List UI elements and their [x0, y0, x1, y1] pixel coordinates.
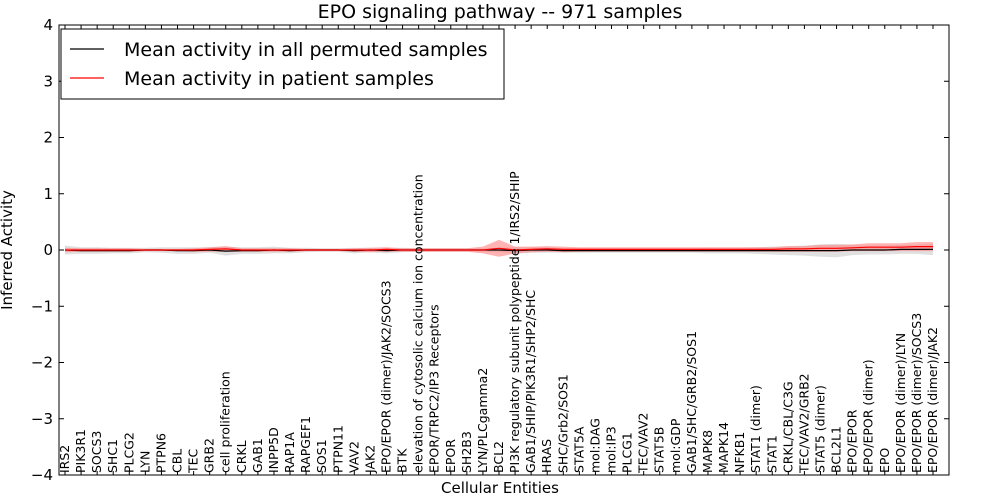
legend-label-permuted: Mean activity in all permuted samples [124, 39, 487, 61]
x-tick-label: EPOR [443, 439, 458, 473]
x-tick-label: GRB2 [202, 438, 217, 473]
legend-label-patient: Mean activity in patient samples [124, 68, 434, 90]
x-tick-label: EPOR/TRPC2/IP3 Receptors [427, 304, 442, 473]
x-tick-label: SOCS3 [89, 431, 104, 473]
x-tick-label: PLCG2 [121, 432, 136, 473]
x-tick-label: STAT1 [764, 435, 779, 473]
x-tick-label: EPO/EPOR (dimer) [861, 359, 876, 473]
x-tick-label: HRAS [539, 439, 554, 473]
x-tick-label: PTPN6 [153, 433, 168, 473]
x-tick-label: SHC/Grb2/SOS1 [555, 374, 570, 473]
x-tick-label: LYN/PLCgamma2 [475, 368, 490, 473]
x-tick-label: CBL [170, 449, 185, 473]
x-tick-label: STAT5B [652, 427, 667, 473]
legend-frame [60, 28, 505, 100]
y-tick-label: −3 [31, 410, 53, 428]
x-tick-label: MAPK14 [716, 422, 731, 473]
series-line-patient [65, 246, 933, 251]
x-tick-label: GAB1 [250, 438, 265, 473]
x-tick-label: BCL2 [491, 441, 506, 473]
x-tick-label: RAPGEF1 [298, 416, 313, 473]
x-tick-label: BTK [395, 448, 410, 473]
x-tick-label: JAK2 [362, 445, 377, 474]
x-tick-label: CRKL [234, 440, 249, 473]
x-tick-label: MAPK8 [700, 430, 715, 473]
x-tick-label: SH2B3 [459, 431, 474, 473]
y-tick-label: 3 [43, 72, 53, 90]
x-tick-label: INPP5D [266, 427, 281, 473]
y-axis-ticks: −4 −3 −2 −1 0 1 2 3 4 [31, 16, 949, 484]
x-tick-label: TEC/VAV2/GRB2 [796, 373, 811, 474]
x-tick-label: TEC/VAV2 [636, 413, 651, 474]
y-tick-label: −1 [31, 297, 53, 315]
x-tick-label: STAT5 (dimer) [813, 385, 828, 473]
x-tick-label: RAP1A [282, 432, 297, 473]
x-tick-label: PTPN11 [330, 425, 345, 473]
x-tick-label: STAT5A [571, 426, 586, 473]
x-tick-label: STAT1 (dimer) [748, 385, 763, 473]
x-tick-label: EPO/EPOR (dimer)/JAK2 [925, 327, 940, 473]
x-tick-label: mol:IP3 [604, 426, 619, 473]
x-tick-label: PIK3R1 [73, 429, 88, 473]
x-tick-label: GAB1/SHIP/PIK3R1/SHP2/SHC [523, 290, 538, 473]
x-tick-label: EPO [877, 448, 892, 473]
x-tick-label: NFKB1 [732, 432, 747, 473]
x-tick-label: CRKL/CBL/C3G [780, 381, 795, 473]
series-lines [64, 246, 933, 252]
x-tick-label: cell proliferation [218, 371, 233, 473]
x-tick-label: EPO/EPOR [845, 409, 860, 473]
x-tick-label: TEC [186, 448, 201, 474]
x-tick-label: GAB1/SHC/GRB2/SOS1 [684, 331, 699, 473]
x-tick-label: BCL2L1 [829, 426, 844, 473]
x-tick-label: SOS1 [314, 439, 329, 473]
y-tick-label: 4 [43, 16, 53, 34]
x-tick-label: LYN [137, 451, 152, 473]
x-tick-label: elevation of cytosolic calcium ion conce… [411, 174, 426, 473]
x-tick-label: VAV2 [346, 441, 361, 473]
y-tick-label: 0 [43, 241, 53, 259]
x-tick-label: mol:DAG [587, 418, 602, 473]
x-axis-ticks: IRS2 PIK3R1 SOCS3 SHC1 PLCG2 LYN PTPN6 CBL TEC GR… [57, 25, 940, 475]
y-tick-label: −4 [31, 466, 53, 484]
x-tick-label: EPO/EPOR (dimer)/LYN [893, 333, 908, 473]
legend: Mean activity in all permuted samples Me… [60, 28, 505, 100]
x-tick-label: EPO/EPOR (dimer)/JAK2/SOCS3 [379, 280, 394, 473]
y-axis-label: Inferred Activity [0, 190, 16, 310]
y-tick-label: 2 [43, 129, 53, 147]
x-tick-label: SHC1 [105, 439, 120, 473]
chart-title: EPO signaling pathway -- 971 samples [318, 1, 683, 23]
x-tick-label: EPO/EPOR (dimer)/SOCS3 [909, 313, 924, 473]
x-axis-label: Cellular Entities [441, 479, 559, 497]
y-tick-label: 1 [43, 185, 53, 203]
y-tick-label: −2 [31, 354, 53, 372]
x-tick-label: IRS2 [57, 445, 72, 473]
x-tick-label: PLCG1 [620, 432, 635, 473]
x-tick-label: PI3K regulatory subunit polypeptide 1/IR… [507, 171, 522, 473]
x-tick-label: mol:GDP [668, 418, 683, 473]
